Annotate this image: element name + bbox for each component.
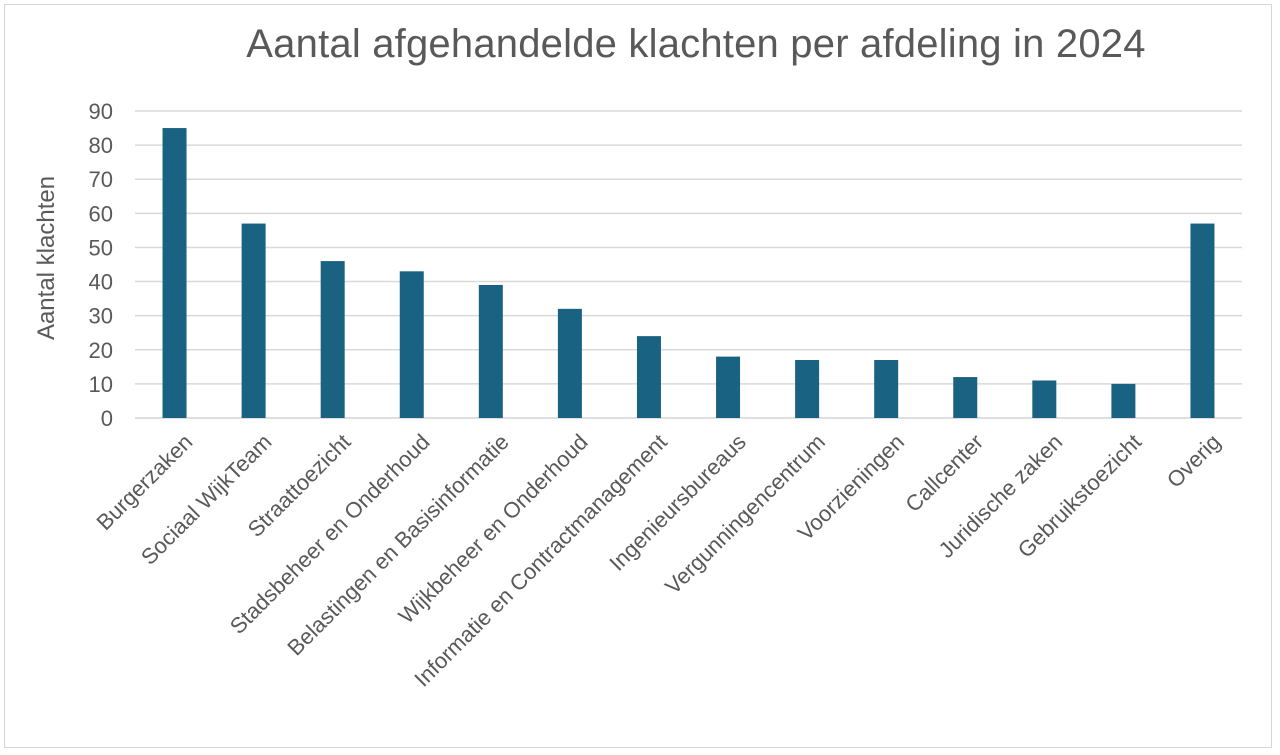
chart-title: Aantal afgehandelde klachten per afdelin… — [246, 22, 1146, 66]
bar — [1190, 223, 1215, 418]
y-tick-label: 40 — [89, 270, 113, 295]
bar — [241, 223, 266, 418]
bar — [636, 336, 661, 418]
y-tick-label: 20 — [89, 338, 113, 363]
bar — [795, 360, 820, 418]
bar — [557, 308, 582, 418]
x-tick-label: Vergunningencentrum — [660, 429, 830, 599]
bar — [478, 284, 503, 418]
bar — [716, 356, 741, 418]
x-tick-label: Ingenieursbureaus — [604, 429, 751, 576]
gridlines — [135, 110, 1242, 419]
x-tick-label: Sociaal WijkTeam — [136, 429, 276, 569]
bar — [953, 377, 978, 418]
bar — [162, 128, 187, 419]
bar — [1111, 383, 1136, 418]
x-tick-label: Overig — [1162, 429, 1225, 492]
bars — [162, 128, 1215, 419]
bar — [320, 261, 345, 418]
bar — [874, 360, 899, 418]
y-tick-label: 70 — [89, 167, 113, 192]
y-tick-label: 30 — [89, 304, 113, 329]
bar — [1032, 380, 1057, 418]
y-tick-labels: 0 10 20 30 40 50 60 70 80 90 — [89, 99, 113, 431]
y-tick-label: 0 — [101, 406, 113, 431]
y-tick-label: 60 — [89, 201, 113, 226]
y-tick-label: 10 — [89, 372, 113, 397]
y-tick-label: 50 — [89, 235, 113, 260]
y-tick-label: 90 — [89, 99, 113, 124]
bar — [399, 271, 424, 418]
y-tick-label: 80 — [89, 133, 113, 158]
